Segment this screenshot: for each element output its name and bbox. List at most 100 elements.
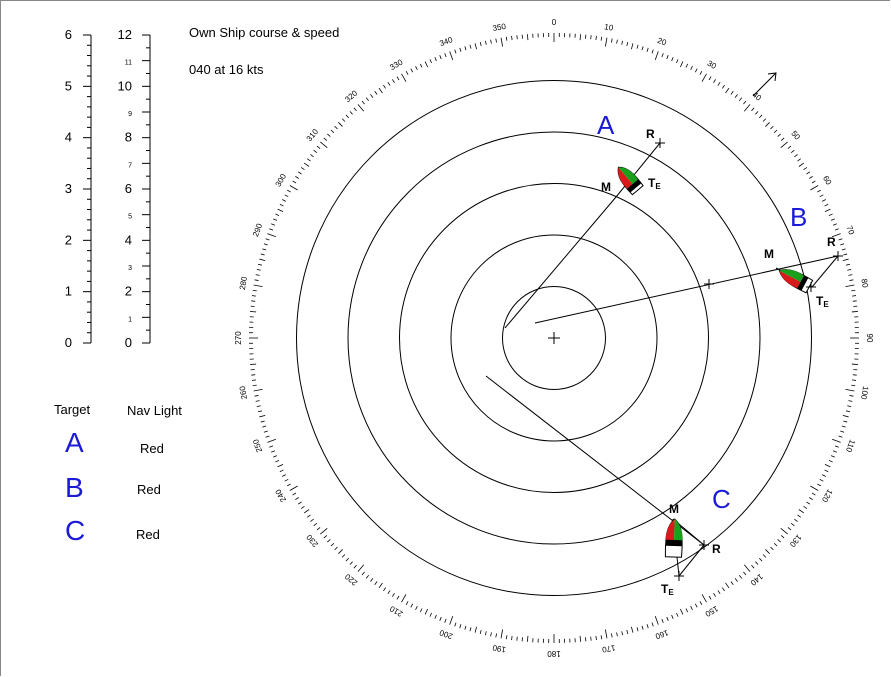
bearing-label-160: 160 xyxy=(654,628,670,641)
bearing-tick xyxy=(511,35,513,40)
bearing-tick xyxy=(713,79,716,83)
target-c-plot xyxy=(485,375,709,581)
bearing-label-350: 350 xyxy=(492,22,507,33)
bearing-tick xyxy=(840,243,845,246)
bearing-tick xyxy=(671,614,674,619)
bearing-tick xyxy=(806,501,811,505)
bearing-tick xyxy=(429,612,432,617)
bearing-label-340: 340 xyxy=(438,35,454,48)
bearing-tick xyxy=(257,410,263,413)
bearing-tick xyxy=(797,514,801,518)
bearing-tick xyxy=(439,616,442,621)
bearing-tick xyxy=(459,47,462,52)
bearing-tick xyxy=(303,509,310,514)
bearing-tick xyxy=(725,582,730,589)
bearing-tick xyxy=(671,57,674,62)
bearing-tick xyxy=(626,41,629,47)
bearing-tick xyxy=(811,492,816,496)
bearing-tick xyxy=(755,561,759,565)
bearing-tick xyxy=(330,129,335,134)
bearing-label-180: 180 xyxy=(547,649,561,658)
bearing-tick xyxy=(256,405,261,407)
target-b-t-sub: E xyxy=(823,300,829,309)
bearing-tick xyxy=(798,162,805,167)
bearing-tick xyxy=(357,564,365,572)
bearing-tick xyxy=(370,578,374,582)
bearing-tick xyxy=(661,618,664,623)
bearing-tick xyxy=(251,379,256,381)
bearing-tick xyxy=(641,46,644,51)
bearing-tick xyxy=(819,478,824,482)
bearing-tick xyxy=(265,238,270,241)
bearing-tick xyxy=(600,36,603,41)
bearing-tick xyxy=(269,228,274,231)
bearing-tick xyxy=(809,497,813,500)
target-a-m-label: M xyxy=(601,180,611,194)
table-target-c: C xyxy=(65,515,86,546)
bearing-tick xyxy=(505,36,508,41)
bearing-tick xyxy=(721,587,725,592)
range-scale-label: 5 xyxy=(128,214,132,221)
bearing-label-290: 290 xyxy=(251,222,264,238)
bearing-tick xyxy=(708,595,712,600)
bearing-tick xyxy=(254,395,259,397)
bearing-tick xyxy=(809,176,813,179)
target-a-r-label: R xyxy=(646,127,655,141)
bearing-tick xyxy=(787,527,792,531)
bearing-tick xyxy=(464,625,467,630)
bearing-tick xyxy=(260,253,265,256)
bearing-tick xyxy=(852,379,857,381)
bearing-label-80: 80 xyxy=(859,278,870,289)
bearing-tick xyxy=(806,171,811,175)
bearing-tick xyxy=(832,223,837,226)
bearing-tick xyxy=(341,554,346,558)
bearing-tick xyxy=(415,606,418,610)
bearing-tick xyxy=(661,53,664,58)
bearing-tick xyxy=(307,514,311,518)
bearing-label-280: 280 xyxy=(238,275,249,290)
bearing-tick xyxy=(255,274,260,276)
bearing-tick xyxy=(832,438,841,443)
bearing-tick xyxy=(263,243,268,246)
bearing-tick xyxy=(717,590,721,595)
bearing-tick xyxy=(361,100,365,105)
bearing-tick xyxy=(469,44,472,49)
bearing-label-50: 50 xyxy=(789,129,802,142)
bearing-tick xyxy=(287,483,291,487)
bearing-tick xyxy=(263,430,268,433)
bearing-tick xyxy=(255,400,260,402)
range-scale-label: 0 xyxy=(65,335,72,350)
bearing-tick xyxy=(323,535,328,539)
bearing-tick xyxy=(734,94,738,98)
bearing-tick xyxy=(690,606,693,610)
bearing-tick xyxy=(832,450,837,453)
bearing-tick xyxy=(694,68,698,73)
bearing-tick xyxy=(579,635,581,642)
bearing-tick xyxy=(454,49,457,54)
bearing-tick xyxy=(297,501,302,505)
bearing-tick xyxy=(454,622,457,627)
table-light-a: Red xyxy=(140,441,164,456)
bearing-tick xyxy=(297,171,302,175)
bearing-tick xyxy=(780,535,785,539)
bearing-tick xyxy=(527,34,529,41)
bearing-tick xyxy=(830,455,835,458)
bearing-tick xyxy=(429,59,432,64)
bearing-tick xyxy=(797,158,801,162)
target-c-t-main: T xyxy=(661,582,669,596)
bearing-tick xyxy=(841,425,846,428)
bearing-tick xyxy=(415,66,418,70)
bearing-label-330: 330 xyxy=(388,57,405,72)
bearing-tick xyxy=(666,55,669,60)
bearing-tick xyxy=(490,632,492,637)
bearing-tick xyxy=(396,76,400,81)
bearing-tick xyxy=(824,469,829,473)
bearing-tick xyxy=(527,635,529,642)
bearing-tick xyxy=(751,107,755,112)
bearing-tick xyxy=(250,311,257,313)
bearing-tick xyxy=(841,248,846,251)
bearing-tick xyxy=(419,608,423,613)
bearing-tick xyxy=(834,228,839,231)
bearing-tick xyxy=(787,145,792,149)
